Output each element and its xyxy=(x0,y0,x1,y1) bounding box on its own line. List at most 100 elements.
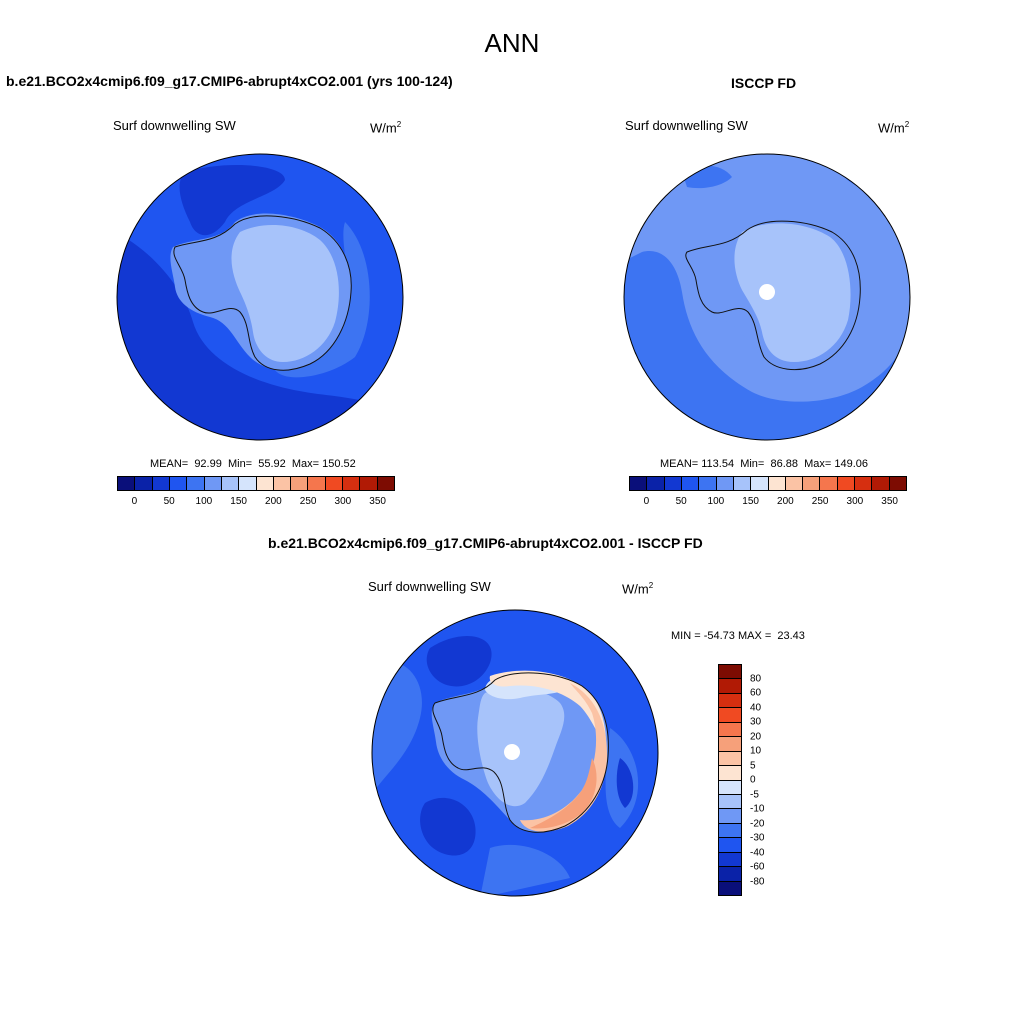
panel2-variable-label: Surf downwelling SW xyxy=(625,118,748,133)
colorbar-swatch xyxy=(118,477,136,490)
panel1-dark-region-west xyxy=(117,232,403,440)
colorbar-swatch xyxy=(719,679,741,694)
colorbar-swatch xyxy=(768,477,786,490)
colorbar-tick-label: 150 xyxy=(230,496,247,507)
colorbar-swatch xyxy=(872,477,890,490)
panel3-units: W/m2 xyxy=(622,581,653,596)
colorbar-swatch xyxy=(343,477,361,490)
panel3-dark-patch-south xyxy=(420,797,476,856)
panel2-ice-light xyxy=(734,223,851,362)
colorbar-tick-label: 250 xyxy=(299,496,317,507)
panel2-units: W/m2 xyxy=(878,120,909,135)
colorbar-swatch xyxy=(664,477,682,490)
panel2-band-west xyxy=(624,251,910,440)
panel1-units-base: W/m xyxy=(370,120,397,136)
colorbar-swatch xyxy=(719,852,741,868)
panel1-colorbar-ticks: 0 50 100 150 200 250 300 350 xyxy=(117,496,395,510)
colorbar-swatch xyxy=(719,708,741,723)
colorbar-swatch xyxy=(291,477,309,490)
colorbar-tick-label: -10 xyxy=(750,803,765,815)
panel3-map xyxy=(371,609,659,897)
colorbar-swatch xyxy=(751,477,769,490)
colorbar-tick-label: 30 xyxy=(750,716,762,728)
panel1-variable-label: Surf downwelling SW xyxy=(113,118,236,133)
panel2-coastline xyxy=(685,220,861,371)
colorbar-tick-label: 300 xyxy=(846,496,864,507)
panel3-title: b.e21.BCO2x4cmip6.f09_g17.CMIP6-abrupt4x… xyxy=(268,535,703,551)
panel1-stats: MEAN= 92.99 Min= 55.92 Max= 150.52 xyxy=(150,458,356,470)
colorbar-tick-label: -40 xyxy=(750,847,765,858)
colorbar-swatch xyxy=(308,477,326,490)
panel2-stats: MEAN= 113.54 Min= 86.88 Max= 149.06 xyxy=(660,458,869,470)
colorbar-tick-label: -60 xyxy=(750,861,765,873)
colorbar-tick-label: -5 xyxy=(750,789,759,800)
panel1-units-exp: 2 xyxy=(396,120,402,129)
colorbar-swatch xyxy=(719,867,741,882)
colorbar-tick-label: 200 xyxy=(777,496,794,507)
panel2-colorbar-ticks: 0 50 100 150 200 250 300 350 xyxy=(629,496,907,510)
colorbar-tick-label: 5 xyxy=(750,760,756,771)
colorbar-swatch xyxy=(719,809,741,824)
colorbar-swatch xyxy=(152,477,170,490)
colorbar-tick-label: -20 xyxy=(750,818,765,829)
colorbar-swatch xyxy=(221,477,240,490)
colorbar-swatch xyxy=(630,477,648,490)
colorbar-swatch xyxy=(719,751,741,767)
colorbar-swatch xyxy=(719,665,741,680)
colorbar-swatch xyxy=(719,737,741,752)
panel2-pole-hole xyxy=(759,284,775,300)
colorbar-swatch xyxy=(169,477,188,490)
panel1-ice-light xyxy=(231,225,339,362)
panel3-coastline xyxy=(432,672,609,833)
colorbar-tick-label: 60 xyxy=(750,687,762,699)
panel3-units-base: W/m xyxy=(622,581,649,597)
colorbar-tick-label: 250 xyxy=(811,496,829,507)
panel2-colorbar xyxy=(629,476,907,491)
colorbar-tick-label: 0 xyxy=(643,496,650,507)
colorbar-swatch xyxy=(719,780,741,795)
colorbar-tick-label: 10 xyxy=(750,745,762,757)
colorbar-swatch xyxy=(360,477,378,490)
colorbar-swatch xyxy=(187,477,205,490)
panel3-units-exp: 2 xyxy=(648,581,654,590)
colorbar-tick-label: 50 xyxy=(163,496,175,507)
colorbar-swatch xyxy=(719,794,741,810)
panel3-ice-light xyxy=(477,687,565,807)
colorbar-swatch xyxy=(719,881,741,895)
panel2-units-exp: 2 xyxy=(904,120,910,129)
colorbar-tick-label: 50 xyxy=(675,496,687,507)
colorbar-swatch xyxy=(135,477,153,490)
colorbar-swatch xyxy=(377,477,394,490)
colorbar-tick-label: 150 xyxy=(742,496,759,507)
panel2-title: ISCCP FD xyxy=(731,75,797,91)
colorbar-swatch xyxy=(325,477,344,490)
colorbar-tick-label: 200 xyxy=(265,496,282,507)
colorbar-tick-label: 350 xyxy=(881,496,898,507)
colorbar-tick-label: -80 xyxy=(750,876,765,887)
panel1-colorbar xyxy=(117,476,395,491)
colorbar-tick-label: 100 xyxy=(195,496,213,507)
colorbar-swatch xyxy=(719,722,741,738)
panel3-pole-hole xyxy=(504,744,520,760)
panel3-colorbar xyxy=(718,664,742,896)
panel1-title: b.e21.BCO2x4cmip6.f09_g17.CMIP6-abrupt4x… xyxy=(6,73,453,89)
panel3-variable-label: Surf downwelling SW xyxy=(368,579,491,594)
colorbar-swatch xyxy=(837,477,856,490)
colorbar-swatch xyxy=(719,823,741,839)
colorbar-swatch xyxy=(273,477,292,490)
panel2-map xyxy=(623,153,911,441)
colorbar-tick-label: 350 xyxy=(369,496,386,507)
colorbar-swatch xyxy=(681,477,700,490)
colorbar-swatch xyxy=(820,477,838,490)
colorbar-swatch xyxy=(239,477,257,490)
colorbar-tick-label: 20 xyxy=(750,731,762,742)
panel1-units: W/m2 xyxy=(370,120,401,135)
colorbar-swatch xyxy=(719,838,741,853)
colorbar-tick-label: -30 xyxy=(750,832,765,844)
colorbar-swatch xyxy=(256,477,274,490)
colorbar-swatch xyxy=(733,477,752,490)
colorbar-swatch xyxy=(204,477,222,490)
colorbar-swatch xyxy=(719,766,741,781)
panel2-units-base: W/m xyxy=(878,120,905,136)
colorbar-swatch xyxy=(716,477,734,490)
